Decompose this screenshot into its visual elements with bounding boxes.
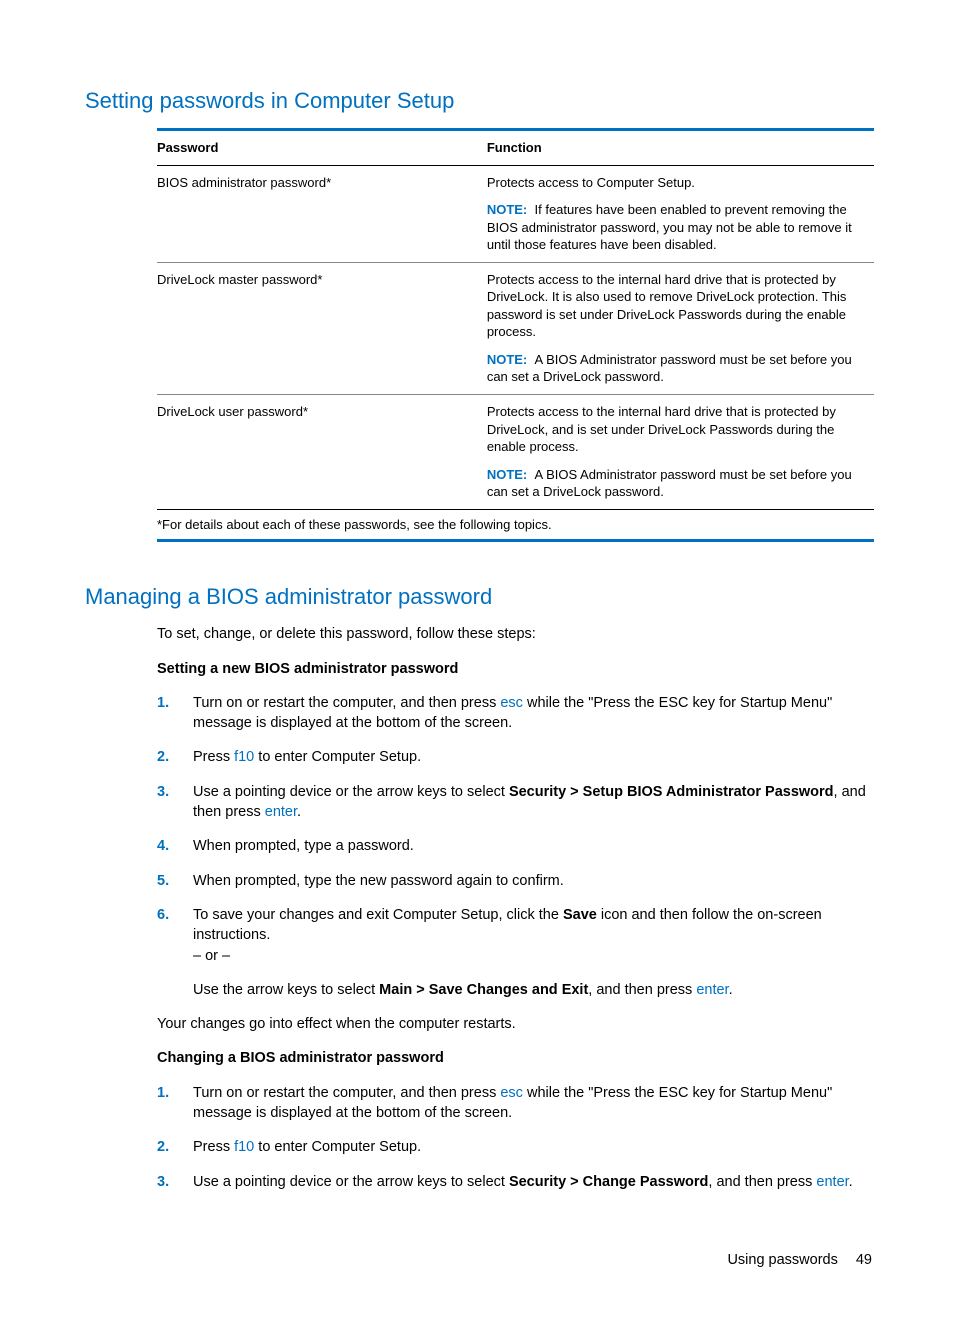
list-item: 3. Use a pointing device or the arrow ke…	[157, 782, 874, 823]
step-num: 3.	[157, 1172, 169, 1192]
section2-body: To set, change, or delete this password,…	[157, 624, 874, 1192]
step-text: Use the arrow keys to select	[193, 982, 379, 998]
cell-password: BIOS administrator password*	[157, 165, 487, 262]
step-text: Use a pointing device or the arrow keys …	[193, 1174, 509, 1190]
passwords-table-wrap: Password Function BIOS administrator pas…	[157, 128, 874, 542]
cell-function-text: Protects access to the internal hard dri…	[487, 271, 868, 341]
step-text: Press	[193, 1139, 234, 1155]
cell-note: NOTE: A BIOS Administrator password must…	[487, 351, 868, 386]
spacer	[85, 542, 874, 584]
cell-function: Protects access to Computer Setup. NOTE:…	[487, 165, 874, 262]
menu-path: Security > Change Password	[509, 1174, 708, 1190]
document-page: Setting passwords in Computer Setup Pass…	[0, 0, 954, 1328]
or-text: – or –	[193, 946, 874, 966]
table-row: DriveLock master password* Protects acce…	[157, 262, 874, 394]
key-esc: esc	[500, 695, 523, 711]
cell-function-text: Protects access to Computer Setup.	[487, 174, 868, 192]
step-text: Press	[193, 749, 234, 765]
step-num: 5.	[157, 871, 169, 891]
col-header-password: Password	[157, 130, 487, 166]
sub1-steps: 1. Turn on or restart the computer, and …	[157, 693, 874, 1000]
list-item: 6. To save your changes and exit Compute…	[157, 905, 874, 1000]
list-item: 1. Turn on or restart the computer, and …	[157, 1083, 874, 1124]
table-header-row: Password Function	[157, 130, 874, 166]
footer-label: Using passwords	[727, 1252, 837, 1268]
key-esc: esc	[500, 1085, 523, 1101]
cell-password: DriveLock master password*	[157, 262, 487, 394]
step-num: 2.	[157, 1137, 169, 1157]
key-f10: f10	[234, 1139, 254, 1155]
list-item: 4. When prompted, type a password.	[157, 836, 874, 856]
step-text: When prompted, type the new password aga…	[193, 873, 564, 889]
cell-password: DriveLock user password*	[157, 395, 487, 510]
key-enter: enter	[696, 982, 728, 998]
step-text: To save your changes and exit Computer S…	[193, 907, 563, 923]
step-text: Use a pointing device or the arrow keys …	[193, 784, 509, 800]
step-num: 3.	[157, 782, 169, 802]
section2-title: Managing a BIOS administrator password	[85, 584, 874, 610]
step-text: When prompted, type a password.	[193, 838, 414, 854]
menu-path: Security > Setup BIOS Administrator Pass…	[509, 784, 834, 800]
page-number: 49	[856, 1252, 872, 1268]
after-steps-text: Your changes go into effect when the com…	[157, 1014, 874, 1034]
list-item: 5. When prompted, type the new password …	[157, 871, 874, 891]
step-text: , and then press	[708, 1174, 816, 1190]
section1-title: Setting passwords in Computer Setup	[85, 88, 874, 114]
note-label: NOTE:	[487, 467, 527, 482]
sub1-heading: Setting a new BIOS administrator passwor…	[157, 659, 874, 679]
list-item: 2. Press f10 to enter Computer Setup.	[157, 1137, 874, 1157]
step-text: , and then press	[588, 982, 696, 998]
step-text: .	[849, 1174, 853, 1190]
step-text: to enter Computer Setup.	[254, 749, 421, 765]
step-text: Turn on or restart the computer, and the…	[193, 1085, 500, 1101]
note-text: A BIOS Administrator password must be se…	[487, 352, 852, 385]
note-label: NOTE:	[487, 202, 527, 217]
step-num: 4.	[157, 836, 169, 856]
table-row: BIOS administrator password* Protects ac…	[157, 165, 874, 262]
page-footer: Using passwords 49	[85, 1252, 874, 1268]
note-text: A BIOS Administrator password must be se…	[487, 467, 852, 500]
step-num: 6.	[157, 905, 169, 925]
list-item: 3. Use a pointing device or the arrow ke…	[157, 1172, 874, 1192]
menu-path: Main > Save Changes and Exit	[379, 982, 588, 998]
note-text: If features have been enabled to prevent…	[487, 202, 852, 252]
sub2-steps: 1. Turn on or restart the computer, and …	[157, 1083, 874, 1192]
table-row: DriveLock user password* Protects access…	[157, 395, 874, 510]
cell-note: NOTE: A BIOS Administrator password must…	[487, 466, 868, 501]
step-text: .	[729, 982, 733, 998]
step-num: 1.	[157, 1083, 169, 1103]
cell-function-text: Protects access to the internal hard dri…	[487, 403, 868, 456]
step-num: 2.	[157, 747, 169, 767]
key-f10: f10	[234, 749, 254, 765]
key-enter: enter	[265, 804, 297, 820]
alt-step: Use the arrow keys to select Main > Save…	[193, 980, 874, 1000]
table-footnote-row: *For details about each of these passwor…	[157, 509, 874, 541]
list-item: 2. Press f10 to enter Computer Setup.	[157, 747, 874, 767]
key-enter: enter	[816, 1174, 848, 1190]
table-footnote: *For details about each of these passwor…	[157, 509, 874, 541]
cell-function: Protects access to the internal hard dri…	[487, 395, 874, 510]
col-header-function: Function	[487, 130, 874, 166]
sub2-heading: Changing a BIOS administrator password	[157, 1048, 874, 1068]
intro-text: To set, change, or delete this password,…	[157, 624, 874, 644]
note-label: NOTE:	[487, 352, 527, 367]
step-num: 1.	[157, 693, 169, 713]
cell-note: NOTE: If features have been enabled to p…	[487, 201, 868, 254]
step-text: Turn on or restart the computer, and the…	[193, 695, 500, 711]
save-label: Save	[563, 907, 597, 923]
step-text: .	[297, 804, 301, 820]
list-item: 1. Turn on or restart the computer, and …	[157, 693, 874, 734]
passwords-table: Password Function BIOS administrator pas…	[157, 128, 874, 542]
cell-function: Protects access to the internal hard dri…	[487, 262, 874, 394]
step-text: to enter Computer Setup.	[254, 1139, 421, 1155]
